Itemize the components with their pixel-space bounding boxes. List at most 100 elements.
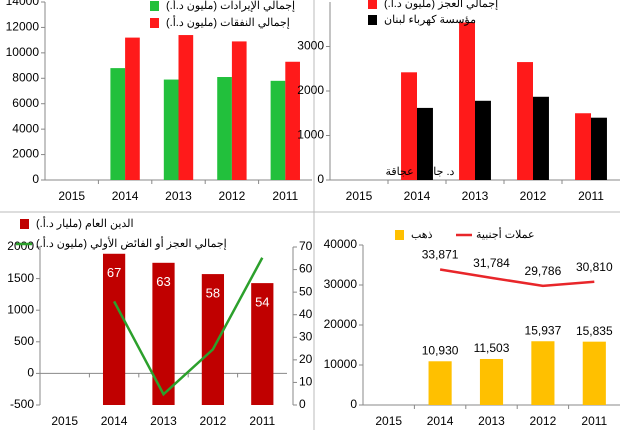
y-tick-label: 2000 xyxy=(12,147,39,161)
y2-tick-label: 50 xyxy=(299,284,313,298)
bar xyxy=(217,77,232,180)
legend-label: الدين العام (مليار د.أ.) xyxy=(36,216,134,230)
legend-label: إجمالي النفقات (مليون د.أ.) xyxy=(166,15,290,29)
y-tick-label: 0 xyxy=(350,397,357,411)
legend-swatch xyxy=(150,18,159,28)
legend-swatch xyxy=(20,219,29,229)
y-tick-label: 1000 xyxy=(7,302,34,316)
x-tick-label: 2012 xyxy=(200,414,227,428)
legend-label: ذهب xyxy=(411,229,433,241)
bar xyxy=(533,96,549,180)
y-tick-label: 12000 xyxy=(6,20,40,34)
y2-tick-label: 40 xyxy=(299,307,313,321)
y-tick-label: 4000 xyxy=(12,121,39,135)
legend-swatch xyxy=(150,1,159,11)
y-tick-label: 0 xyxy=(32,172,39,186)
data-label: 15,835 xyxy=(576,324,613,338)
legend-label: إجمالي الإيرادات (مليون د.أ.) xyxy=(166,0,295,12)
x-tick-label: 2012 xyxy=(520,189,547,203)
y2-tick-label: 70 xyxy=(299,239,313,253)
bar xyxy=(591,117,607,180)
bar xyxy=(270,80,286,180)
bar xyxy=(517,62,533,181)
legend-label: عملات أجنبية xyxy=(476,227,535,241)
legend-label: إجمالي العجز أو الفائض الأولي (مليون د.أ… xyxy=(36,236,227,250)
data-label: 54 xyxy=(255,295,269,310)
data-label: 29,786 xyxy=(525,264,562,278)
bar xyxy=(201,274,225,405)
x-tick-label: 2013 xyxy=(165,189,192,203)
bar xyxy=(152,262,175,405)
bar xyxy=(428,361,452,405)
bar xyxy=(110,68,126,180)
bar xyxy=(251,283,274,405)
y-tick-label: 10000 xyxy=(324,357,358,371)
line xyxy=(112,257,264,397)
y-tick-label: 40000 xyxy=(324,237,358,251)
x-tick-label: 2014 xyxy=(101,414,128,428)
y-tick-label: 10000 xyxy=(6,45,40,59)
bar xyxy=(459,22,475,180)
data-label: 33,871 xyxy=(422,248,459,262)
x-tick-label: 2011 xyxy=(581,414,607,428)
y2-tick-label: 20 xyxy=(299,352,313,366)
y-tick-label: 3000 xyxy=(297,39,324,53)
legend-swatch xyxy=(395,230,404,240)
data-label: 63 xyxy=(156,274,170,289)
bar xyxy=(163,79,179,180)
x-tick-label: 2012 xyxy=(530,414,557,428)
x-tick-label: 2012 xyxy=(219,189,246,203)
data-label: 15,937 xyxy=(525,323,562,337)
x-tick-label: 2015 xyxy=(51,414,78,428)
x-tick-label: 2015 xyxy=(58,189,85,203)
bar xyxy=(582,341,606,405)
data-label: 67 xyxy=(107,265,121,280)
y-tick-label: 500 xyxy=(14,334,34,348)
bar xyxy=(125,37,140,180)
x-tick-label: 2015 xyxy=(346,189,373,203)
bar xyxy=(417,107,433,180)
x-tick-label: 2013 xyxy=(462,189,489,203)
legend-swatch xyxy=(368,0,377,9)
legend-swatch xyxy=(368,15,377,25)
data-label: 11,503 xyxy=(474,341,510,355)
y-tick-label: 1000 xyxy=(297,128,324,142)
legend-label: إجمالي العجز (مليون د.أ.) xyxy=(384,0,498,10)
bar xyxy=(575,113,591,180)
bar xyxy=(231,41,247,180)
x-tick-label: 2014 xyxy=(404,189,431,203)
y-tick-label: 0 xyxy=(317,172,324,186)
data-label: 58 xyxy=(206,286,220,301)
y-tick-label: 14000 xyxy=(6,0,40,8)
y-tick-label: 0 xyxy=(27,366,34,380)
bar xyxy=(475,100,491,180)
y-tick-label: 2000 xyxy=(297,83,324,97)
bar xyxy=(102,253,126,405)
x-tick-label: 2013 xyxy=(478,414,505,428)
x-tick-label: 2011 xyxy=(578,189,604,203)
y-tick-label: 20000 xyxy=(324,317,358,331)
bar xyxy=(285,61,300,180)
bar xyxy=(479,358,504,405)
y-tick-label: 6000 xyxy=(12,96,39,110)
bar xyxy=(401,72,417,180)
y2-tick-label: 30 xyxy=(299,329,313,343)
x-tick-label: 2015 xyxy=(375,414,402,428)
y-tick-label: 30000 xyxy=(324,277,358,291)
y-tick-label: -500 xyxy=(10,397,34,411)
x-tick-label: 2014 xyxy=(427,414,454,428)
line xyxy=(439,268,595,288)
data-label: 31,784 xyxy=(473,256,510,270)
x-tick-label: 2014 xyxy=(112,189,139,203)
y-tick-label: 2000 xyxy=(7,239,34,253)
y-tick-label: 8000 xyxy=(12,70,39,84)
data-label: 30,810 xyxy=(576,260,613,274)
y-tick-label: 1500 xyxy=(7,271,34,285)
bar xyxy=(531,341,555,405)
annotation: د. جاسم عجاقة xyxy=(386,166,455,178)
legend-label: مؤسسة كهرباء لبنان xyxy=(384,14,476,26)
y2-tick-label: 0 xyxy=(299,397,306,411)
y2-tick-label: 60 xyxy=(299,262,313,276)
data-label: 10,930 xyxy=(422,343,459,357)
